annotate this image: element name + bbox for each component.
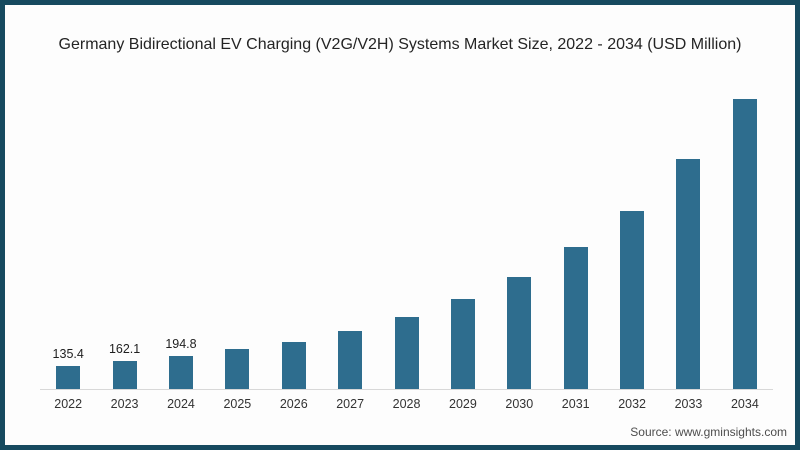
bar-2031 <box>563 247 588 389</box>
bar-group-2028 <box>378 94 434 389</box>
x-tick-2028: 2028 <box>392 397 421 411</box>
x-tick-2029: 2029 <box>449 397 477 411</box>
bar-2025 <box>225 349 250 389</box>
bar-group-2033 <box>660 94 716 389</box>
bar-group-2023: 162.1 <box>96 94 152 389</box>
x-tick-2024: 2024 <box>167 397 195 411</box>
bar-group-2022: 135.4 <box>40 94 96 389</box>
x-tick-2025: 2025 <box>223 397 252 411</box>
x-tick-2034: 2034 <box>730 397 759 411</box>
bar-2029 <box>450 299 475 389</box>
bar-group-2026 <box>266 94 322 389</box>
bar-2028 <box>394 317 419 389</box>
bar-group-2024: 194.8 <box>153 94 209 389</box>
x-tick-2033: 2033 <box>674 397 703 411</box>
bar-2022 <box>56 366 81 389</box>
bar-2030 <box>507 277 532 389</box>
bar-2024 <box>168 356 193 389</box>
x-tick-2026: 2026 <box>279 397 308 411</box>
bar-2034 <box>732 99 757 389</box>
bar-value-label-2024: 194.8 <box>165 337 197 351</box>
bar-group-2034 <box>717 94 773 389</box>
x-tick-2030: 2030 <box>505 397 534 411</box>
bars-row: 135.4 162.1 194.8 <box>40 94 773 389</box>
x-tick-2032: 2032 <box>618 397 646 411</box>
bar-value-label-2023: 162.1 <box>108 342 141 356</box>
bar-2033 <box>676 159 701 389</box>
bar-group-2032 <box>604 94 660 389</box>
bar-2026 <box>281 342 306 389</box>
x-tick-2023: 2023 <box>110 397 139 411</box>
x-tick-2031: 2031 <box>561 397 590 411</box>
bar-group-2029 <box>435 94 491 389</box>
bar-2027 <box>338 331 363 389</box>
bar-group-2031 <box>548 94 604 389</box>
bar-2032 <box>620 211 645 389</box>
plot-area: 135.4 162.1 194.8 <box>40 94 773 390</box>
bar-group-2025 <box>209 94 265 389</box>
bar-value-label-2022: 135.4 <box>52 347 84 361</box>
source-attribution: Source: www.gminsights.com <box>630 425 787 439</box>
x-tick-2027: 2027 <box>336 397 365 411</box>
chart-title: Germany Bidirectional EV Charging (V2G/V… <box>58 36 742 53</box>
bar-2023 <box>112 361 137 389</box>
x-axis-ticks: 2022 2023 2024 2025 2026 2027 2028 2029 2030 2031… <box>40 397 773 411</box>
bar-group-2030 <box>491 94 547 389</box>
bar-group-2027 <box>322 94 378 389</box>
x-tick-2022: 2022 <box>54 397 83 411</box>
